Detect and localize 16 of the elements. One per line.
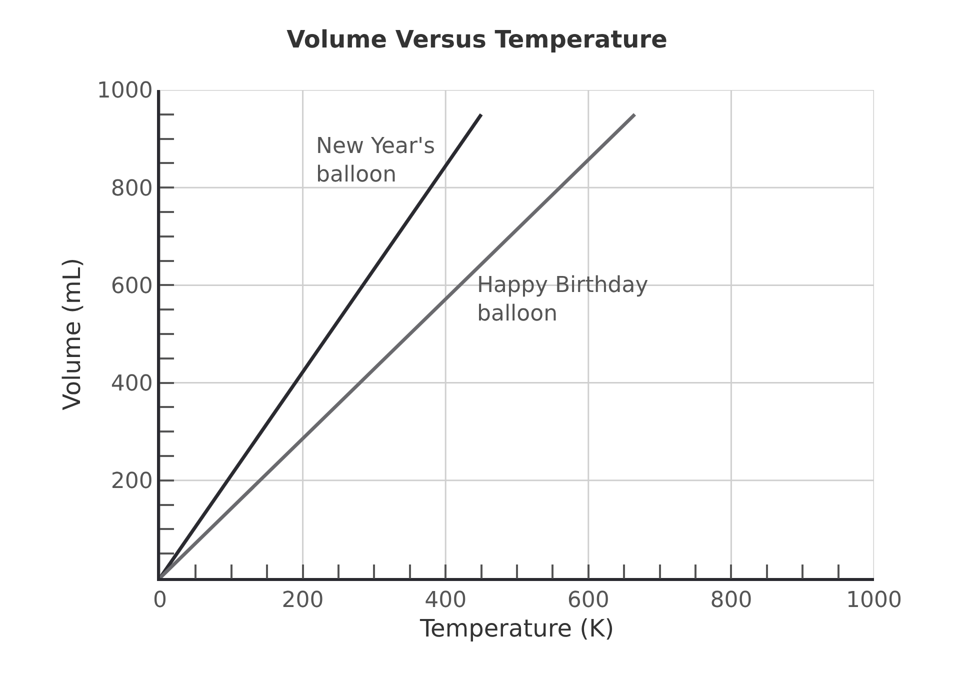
x-tick-label: 400: [424, 588, 467, 614]
y-tick-label: 600: [110, 274, 153, 299]
y-tick-label: 200: [110, 469, 153, 494]
y-tick-label: 1000: [96, 78, 153, 104]
y-axis-title: Volume (mL): [58, 258, 86, 410]
x-tick-label: 600: [567, 588, 610, 614]
x-tick-label: 200: [282, 588, 324, 614]
y-tick-label: 400: [110, 372, 153, 396]
series-label: New Year's balloon: [316, 134, 436, 188]
x-tick-label: 1000: [846, 588, 902, 614]
y-tick-label: 800: [110, 176, 153, 202]
x-tick-label: 800: [710, 588, 752, 614]
x-axis-title: Temperature (K): [418, 614, 614, 642]
chart-title: Volume Versus Temperature: [286, 26, 668, 54]
x-tick-label: 0: [153, 588, 167, 614]
series-label: Happy Birthday balloon: [477, 273, 648, 327]
